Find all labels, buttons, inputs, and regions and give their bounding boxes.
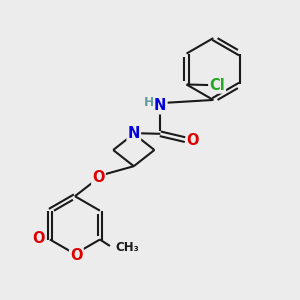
Text: O: O [70,248,82,263]
Text: O: O [32,230,45,245]
Text: N: N [128,126,140,141]
Text: Cl: Cl [209,78,225,93]
Text: N: N [154,98,167,113]
Text: H: H [144,96,154,109]
Text: O: O [186,133,199,148]
Text: CH₃: CH₃ [115,241,139,254]
Text: O: O [92,170,105,185]
